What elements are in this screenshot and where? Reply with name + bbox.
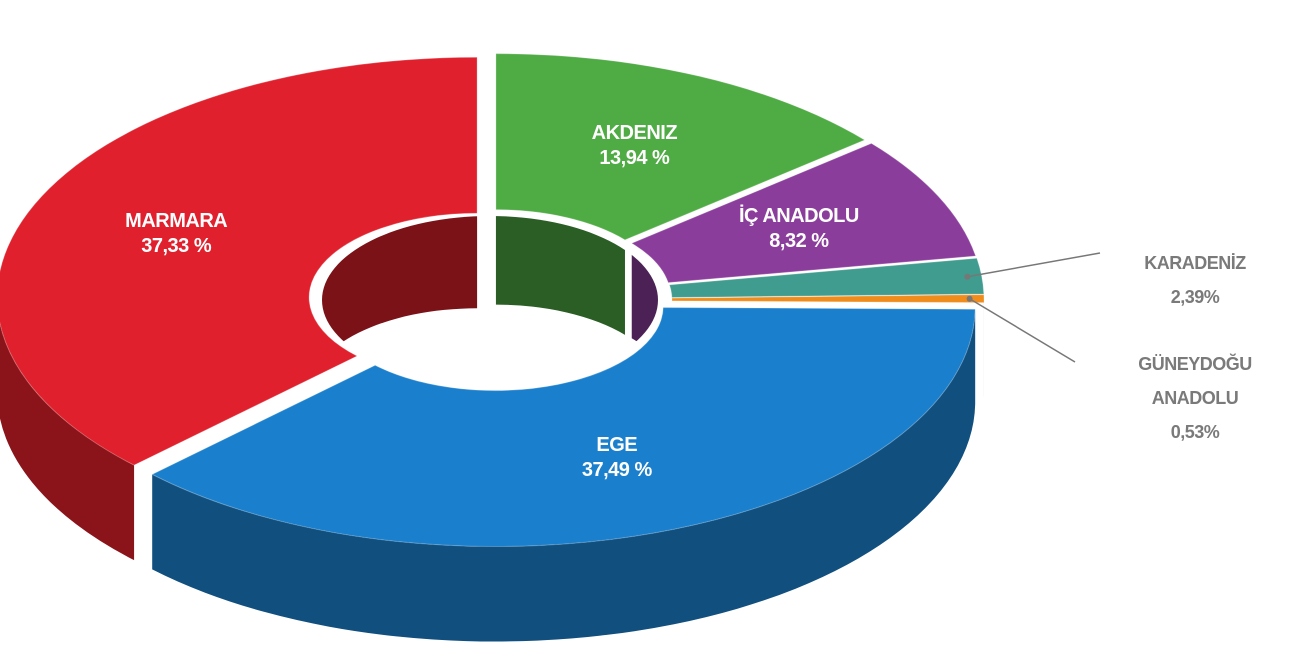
value-label: 8,32 % (769, 229, 829, 252)
slice-outer-wall (152, 309, 976, 642)
slice (0, 56, 478, 561)
category-label: KARADENİZ (1144, 253, 1246, 273)
category-label: İÇ ANADOLU (739, 204, 859, 227)
slice-top (0, 56, 478, 466)
slice (671, 294, 985, 398)
slice-top (671, 294, 985, 304)
slice-label: İÇ ANADOLU 8,32 % (739, 204, 859, 254)
category-label: AKDENIZ (591, 121, 678, 144)
slice (668, 257, 985, 298)
slice-label: EGE 37,49 % (582, 433, 652, 483)
leader-dot (966, 295, 973, 302)
leader-line (967, 252, 1101, 278)
slice (495, 53, 866, 335)
slice-label: AKDENIZ 13,94 % (591, 121, 678, 171)
category-label: EGE (596, 433, 638, 456)
value-label: 2,39% (1170, 287, 1220, 307)
value-label: 13,94 % (599, 146, 670, 169)
value-label: 0,53% (1170, 422, 1220, 442)
leader-line (969, 298, 1076, 363)
slice-label: GÜNEYDOĞU ANADOLU 0,53% (1130, 347, 1260, 449)
leader-dot (964, 273, 971, 280)
slice (151, 306, 976, 642)
category-label: GÜNEYDOĞU ANADOLU (1138, 354, 1252, 408)
category-label: MARMARA (125, 210, 228, 233)
slice-top (668, 257, 985, 298)
slice-top (630, 142, 977, 284)
slice-top (151, 306, 976, 547)
slice-top (495, 53, 866, 241)
slice-inner-wall (322, 216, 478, 384)
slice-inner-wall (495, 216, 625, 335)
slice-outer-wall (0, 323, 135, 561)
slice-label: MARMARA 37,33 % (125, 209, 228, 259)
value-label: 37,33 % (141, 235, 212, 258)
value-label: 37,49 % (581, 458, 652, 481)
slice-label: KARADENİZ 2,39% (1130, 246, 1260, 314)
